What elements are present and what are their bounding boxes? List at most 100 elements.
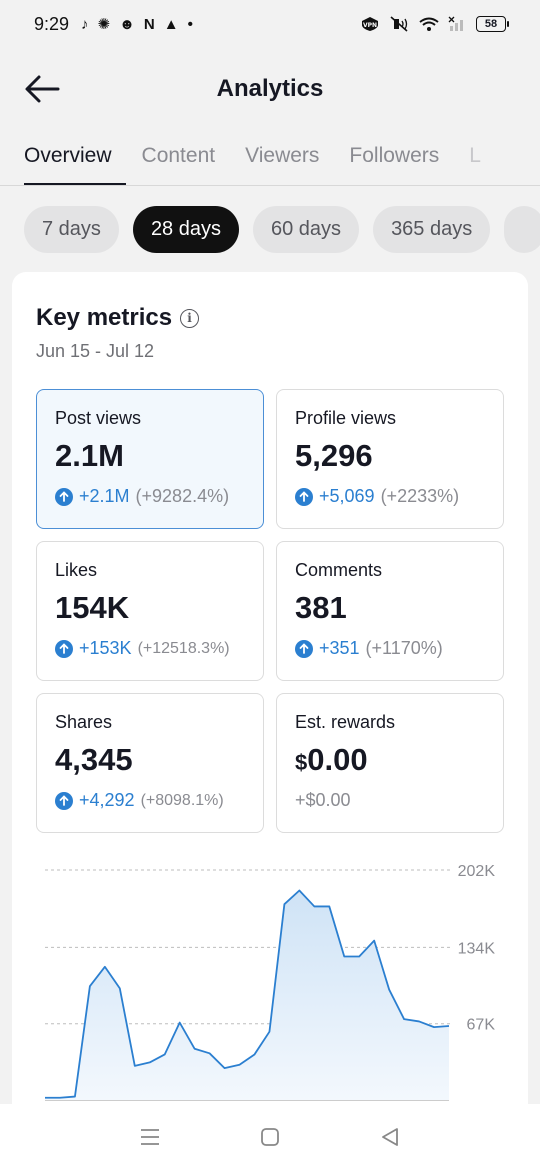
metric-likes[interactable]: Likes 154K +153K (+12518.3%) — [36, 541, 264, 681]
home-button[interactable] — [250, 1117, 290, 1157]
chart-series-line — [45, 889, 450, 1099]
warning-icon: ▲ — [163, 15, 179, 33]
arrow-up-icon — [55, 487, 73, 506]
info-icon[interactable]: i — [180, 308, 200, 328]
chart-point — [238, 1063, 242, 1067]
vpn-icon: VPN — [362, 17, 378, 31]
arrow-up-icon — [55, 791, 73, 810]
app-icon: ☻ — [119, 15, 135, 33]
battery-level: 58 — [484, 18, 498, 30]
battery-icon: 58 — [476, 16, 509, 32]
chart-point — [88, 984, 92, 988]
chart-point — [193, 1047, 197, 1051]
metric-change: +351 (+1170%) — [295, 638, 485, 659]
metric-percent: (+2233%) — [380, 486, 460, 506]
y-tick-label: 134K — [458, 940, 496, 957]
metric-change: +4,292 (+8098.1%) — [55, 790, 245, 811]
analytics-tabs: Overview Content Viewers Followers L — [0, 130, 540, 186]
metrics-grid: Post views 2.1M +2.1M (+9282.4%) Profile… — [36, 389, 504, 833]
range-28-days[interactable]: 28 days — [132, 206, 239, 253]
currency-symbol: $ — [295, 750, 308, 775]
back-triangle-icon — [382, 1128, 398, 1146]
chart-area-fill — [45, 890, 449, 1100]
app-icon: ✺ — [97, 16, 111, 33]
chart-svg: 202K 134K 67K — [45, 863, 496, 1101]
chart-point — [447, 1024, 451, 1028]
metric-label: Profile views — [295, 408, 397, 428]
metric-post-views[interactable]: Post views 2.1M +2.1M (+9282.4%) — [36, 389, 264, 529]
arrow-up-icon — [295, 487, 313, 506]
metric-comments[interactable]: Comments 381 +351 (+1170%) — [276, 541, 504, 681]
back-arrow-icon — [25, 75, 60, 103]
metric-value: 4,345 — [55, 742, 133, 777]
metric-percent: (+9282.4%) — [135, 486, 230, 506]
metric-label: Likes — [55, 560, 98, 580]
status-notification-icons: ♪ ✺ ☻ N ▲ • — [81, 15, 193, 34]
chart-point — [252, 1052, 256, 1056]
menu-icon — [141, 1129, 159, 1145]
tab-overview[interactable]: Overview — [24, 130, 125, 185]
arrow-up-icon — [55, 639, 73, 658]
chart-point — [342, 955, 346, 959]
metric-label: Post views — [55, 408, 142, 428]
metric-shares[interactable]: Shares 4,345 +4,292 (+8098.1%) — [36, 693, 264, 833]
metric-percent: (+8098.1%) — [140, 791, 224, 809]
metric-label: Shares — [55, 712, 113, 732]
metric-value: 5,296 — [295, 438, 373, 473]
metric-delta: +351 — [319, 638, 360, 658]
metric-delta: +4,292 — [79, 790, 135, 810]
page-title: Analytics — [216, 75, 324, 102]
metric-value: 2.1M — [55, 438, 124, 473]
metric-est-rewards[interactable]: Est. rewards $0.00 +$0.00 — [276, 693, 504, 833]
status-system-icons: VPN 58 — [360, 16, 509, 32]
y-tick-label: 67K — [467, 1017, 496, 1034]
tab-content[interactable]: Content — [141, 144, 216, 167]
chart-point — [118, 986, 122, 990]
metric-change: +153K (+12518.3%) — [55, 638, 245, 659]
tiktok-icon: ♪ — [81, 15, 89, 33]
post-views-chart[interactable]: 202K 134K 67K — [12, 852, 528, 1132]
chart-point — [267, 1030, 271, 1034]
chart-point — [402, 1017, 406, 1021]
chart-point — [432, 1025, 436, 1029]
range-365-days[interactable]: 365 days — [373, 206, 491, 253]
app-header: Analytics — [0, 60, 540, 118]
metric-profile-views[interactable]: Profile views 5,296 +5,069 (+2233%) — [276, 389, 504, 529]
metric-value: 154K — [55, 590, 130, 625]
wifi-icon — [419, 17, 439, 31]
dot-icon: • — [187, 15, 193, 33]
chart-point — [387, 988, 391, 992]
range-60-days[interactable]: 60 days — [253, 206, 360, 253]
y-tick-label: 202K — [458, 863, 496, 880]
tab-followers[interactable]: Followers — [349, 144, 440, 167]
chart-point — [178, 1021, 182, 1025]
chart-point — [297, 888, 301, 892]
recent-apps-button[interactable] — [130, 1117, 170, 1157]
back-button[interactable] — [24, 74, 60, 104]
status-bar: 9:29 ♪ ✺ ☻ N ▲ • VPN 58 — [0, 0, 540, 48]
tab-more[interactable]: L — [469, 144, 481, 167]
chart-point — [282, 902, 286, 906]
back-nav-button[interactable] — [370, 1117, 410, 1157]
key-metrics-heading: Key metrics — [36, 304, 173, 331]
svg-text:VPN: VPN — [363, 22, 377, 29]
chart-point — [312, 904, 316, 908]
tab-viewers[interactable]: Viewers — [245, 144, 320, 167]
metric-delta: +5,069 — [319, 486, 375, 506]
chart-point — [103, 965, 107, 969]
system-nav-bar — [0, 1104, 540, 1170]
status-time: 9:29 — [34, 13, 70, 34]
chart-point — [133, 1064, 137, 1068]
chart-point — [148, 1060, 152, 1064]
range-7-days[interactable]: 7 days — [24, 206, 119, 253]
n-icon: N — [143, 15, 155, 33]
chart-point — [58, 1096, 62, 1100]
date-range-label: Jun 15 - Jul 12 — [36, 341, 155, 361]
range-more[interactable] — [504, 206, 540, 253]
metric-label: Est. rewards — [295, 712, 396, 732]
home-square-icon — [261, 1128, 279, 1146]
metric-amount: 0.00 — [307, 742, 368, 777]
chart-point — [73, 1095, 77, 1099]
metric-delta: +2.1M — [79, 486, 130, 506]
chart-point — [417, 1019, 421, 1023]
